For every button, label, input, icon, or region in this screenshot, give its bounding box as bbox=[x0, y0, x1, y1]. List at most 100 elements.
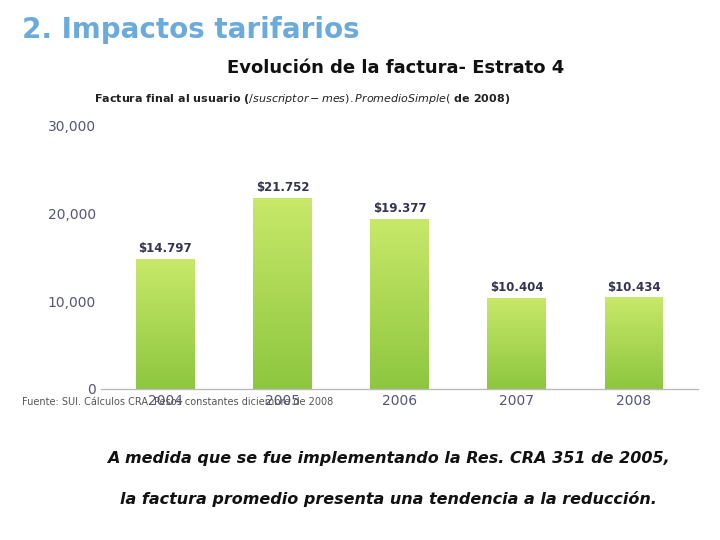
Bar bbox=[605, 310, 663, 311]
Bar bbox=[253, 198, 312, 200]
Bar bbox=[253, 255, 312, 257]
Bar bbox=[136, 341, 194, 342]
Bar bbox=[136, 377, 194, 379]
Bar bbox=[605, 329, 663, 330]
Bar bbox=[136, 343, 194, 345]
Bar bbox=[370, 302, 429, 304]
Bar bbox=[370, 312, 429, 314]
Bar bbox=[136, 296, 194, 298]
Bar bbox=[605, 315, 663, 316]
Bar bbox=[136, 312, 194, 314]
Bar bbox=[605, 370, 663, 372]
Bar bbox=[487, 314, 546, 315]
Bar bbox=[605, 301, 663, 302]
Bar bbox=[605, 339, 663, 340]
Bar bbox=[253, 289, 312, 292]
Bar bbox=[487, 315, 546, 316]
Bar bbox=[253, 231, 312, 232]
Bar bbox=[253, 200, 312, 202]
Bar bbox=[605, 361, 663, 362]
Bar bbox=[253, 257, 312, 259]
Bar bbox=[605, 313, 663, 314]
Bar bbox=[253, 222, 312, 225]
Bar bbox=[370, 268, 429, 270]
Bar bbox=[487, 326, 546, 327]
Bar bbox=[605, 314, 663, 315]
Bar bbox=[370, 270, 429, 272]
Bar bbox=[253, 227, 312, 228]
Bar bbox=[487, 374, 546, 375]
Bar bbox=[487, 379, 546, 380]
Bar bbox=[605, 316, 663, 318]
Bar bbox=[370, 322, 429, 324]
Bar bbox=[605, 375, 663, 376]
Bar bbox=[253, 292, 312, 293]
Bar bbox=[136, 347, 194, 348]
Bar bbox=[136, 333, 194, 334]
Bar bbox=[370, 363, 429, 365]
Bar bbox=[605, 383, 663, 384]
Bar bbox=[487, 331, 546, 332]
Bar bbox=[136, 284, 194, 285]
Bar bbox=[253, 343, 312, 345]
Bar bbox=[487, 352, 546, 353]
Bar bbox=[605, 369, 663, 370]
Bar bbox=[370, 224, 429, 226]
Bar bbox=[370, 368, 429, 370]
Bar bbox=[253, 368, 312, 370]
Bar bbox=[370, 294, 429, 295]
Bar bbox=[605, 308, 663, 309]
Bar bbox=[253, 353, 312, 354]
Bar bbox=[136, 348, 194, 350]
Bar bbox=[370, 362, 429, 363]
Bar bbox=[605, 353, 663, 354]
Text: $14.797: $14.797 bbox=[138, 242, 192, 255]
Bar bbox=[136, 305, 194, 306]
Bar bbox=[370, 232, 429, 234]
Bar bbox=[136, 360, 194, 362]
Bar bbox=[487, 304, 546, 305]
Bar bbox=[253, 221, 312, 222]
Bar bbox=[370, 343, 429, 345]
Bar bbox=[253, 354, 312, 356]
Bar bbox=[253, 246, 312, 247]
Bar bbox=[370, 314, 429, 316]
Bar bbox=[136, 260, 194, 261]
Bar bbox=[253, 249, 312, 252]
Bar bbox=[605, 346, 663, 347]
Bar bbox=[136, 337, 194, 338]
Bar bbox=[487, 341, 546, 342]
Bar bbox=[487, 373, 546, 374]
Bar bbox=[487, 369, 546, 370]
Bar bbox=[487, 366, 546, 367]
Bar bbox=[487, 354, 546, 355]
Bar bbox=[487, 350, 546, 352]
Bar bbox=[487, 372, 546, 373]
Bar bbox=[370, 304, 429, 306]
Bar bbox=[136, 316, 194, 318]
Bar bbox=[370, 276, 429, 278]
Bar bbox=[370, 355, 429, 356]
Bar bbox=[370, 367, 429, 368]
Bar bbox=[253, 232, 312, 234]
Bar bbox=[370, 248, 429, 249]
Bar bbox=[370, 251, 429, 253]
Bar bbox=[136, 353, 194, 354]
Bar bbox=[253, 358, 312, 360]
Bar bbox=[253, 324, 312, 326]
Bar bbox=[605, 385, 663, 386]
Bar bbox=[487, 298, 546, 299]
Bar bbox=[253, 213, 312, 215]
Bar bbox=[370, 226, 429, 227]
Bar bbox=[136, 269, 194, 271]
Bar bbox=[487, 346, 546, 347]
Bar bbox=[487, 302, 546, 303]
Text: la factura promedio presenta una tendencia a la reducción.: la factura promedio presenta una tendenc… bbox=[120, 491, 657, 508]
Bar bbox=[136, 388, 194, 389]
Bar bbox=[487, 306, 546, 307]
Bar bbox=[370, 222, 429, 224]
Bar bbox=[605, 312, 663, 313]
Bar bbox=[487, 309, 546, 310]
Bar bbox=[136, 364, 194, 366]
Bar bbox=[253, 339, 312, 341]
